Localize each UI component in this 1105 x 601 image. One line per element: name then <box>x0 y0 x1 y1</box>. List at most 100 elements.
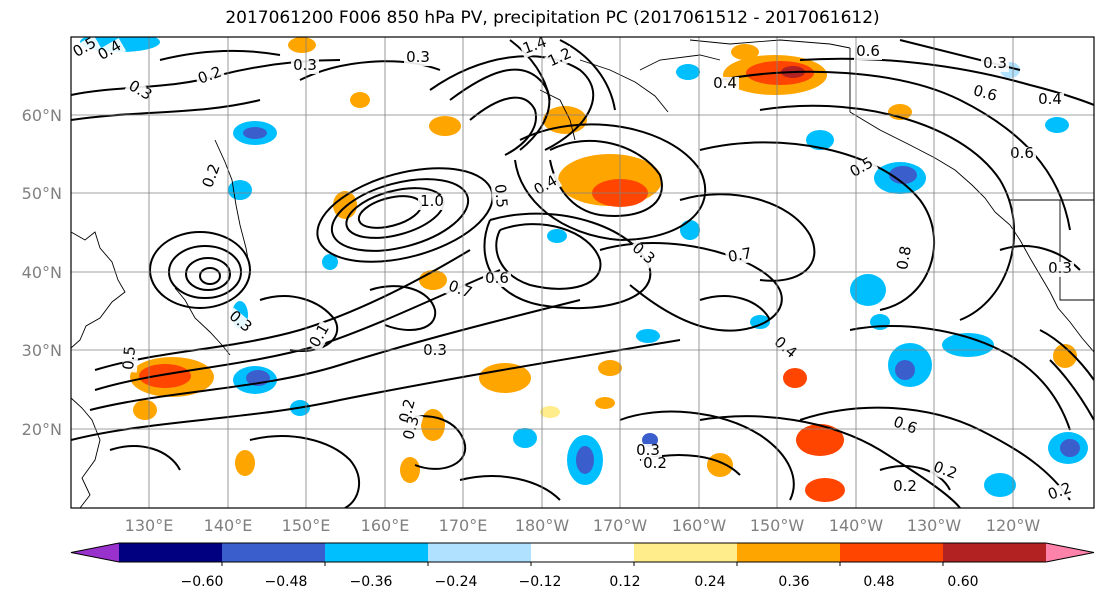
contour-label-background <box>846 154 879 182</box>
contour-label-background <box>1036 93 1064 108</box>
contour-label-background <box>711 77 739 92</box>
precip-blob <box>400 457 420 483</box>
lon-label: 140°W <box>829 516 884 535</box>
lat-label-20n: 20°N <box>22 420 62 439</box>
precip-blob <box>850 274 886 306</box>
colorbar-label: −0.36 <box>350 574 393 590</box>
lon-label: 120°W <box>986 516 1041 535</box>
precip-blob <box>543 106 587 134</box>
colorbar-segment <box>943 543 1047 562</box>
colorbar-label: 0.60 <box>947 574 978 590</box>
colorbar-segment <box>222 543 326 562</box>
precip-blob <box>731 44 759 60</box>
precip-blob <box>707 453 733 477</box>
colorbar-label: 0.24 <box>694 574 725 590</box>
map-plot-area: 0.50.40.20.30.31.41.2 0.60.30.4 0.60.50.21… <box>71 37 1094 508</box>
contour-label: 0.5 <box>119 345 139 370</box>
contour-label-background <box>71 37 102 62</box>
contour-label: 0.8 <box>893 245 915 272</box>
contour-label-background <box>641 457 669 472</box>
contour-label-background <box>121 343 140 373</box>
contour-label: 0.4 <box>713 74 737 92</box>
contour-label: 0.3 <box>1048 259 1072 277</box>
precip-blob <box>133 400 157 420</box>
contour-label-background <box>444 278 476 303</box>
contour-label-background <box>981 57 1009 72</box>
contour-label: 0.3 <box>983 54 1007 72</box>
colorbar-segment <box>71 543 119 562</box>
precip-blob <box>806 130 834 150</box>
contour-label: 0.6 <box>1010 144 1034 162</box>
precip-blob <box>598 360 622 376</box>
contour-label: 0.4 <box>1038 90 1062 108</box>
contour-label-background <box>401 412 424 444</box>
colorbar-segment <box>634 543 738 562</box>
lon-label: 170°E <box>439 516 488 535</box>
map-frame <box>70 36 1095 509</box>
colorbar-segment <box>840 543 944 562</box>
precip-blob <box>984 473 1016 497</box>
coastlines <box>71 39 1094 508</box>
lon-label: 140°E <box>204 516 253 535</box>
contour-label-background <box>291 59 319 74</box>
colorbar-label: 0.12 <box>609 574 640 590</box>
contour-label-background <box>854 45 882 60</box>
contour-label: 0.6 <box>856 42 880 60</box>
contour-label: 1.0 <box>420 192 444 210</box>
precip-blob <box>139 364 191 388</box>
contour-label-background <box>519 37 551 59</box>
lat-label-30n: 30°N <box>22 341 62 360</box>
lon-label: 130°E <box>125 516 174 535</box>
contour-label-background <box>306 320 334 353</box>
contour-label: 0.7 <box>727 244 754 266</box>
contour-label-background <box>627 239 659 270</box>
colorbar-segment <box>325 543 429 562</box>
precip-blob <box>783 368 807 388</box>
contour-label: 0.6 <box>485 269 509 287</box>
map-grid <box>71 37 1094 508</box>
colorbar-label: −0.24 <box>435 574 478 590</box>
precip-blob <box>288 37 316 53</box>
colorbar-labels: −0.60 −0.48 −0.36 −0.24 −0.12 0.12 0.24 … <box>181 574 979 590</box>
lon-label: 150°W <box>750 516 805 535</box>
lat-label-40n: 40°N <box>22 263 62 282</box>
colorbar-segment <box>119 543 223 562</box>
contour-label-background <box>194 64 226 89</box>
precip-blob <box>595 397 615 409</box>
contour-label-background <box>418 195 446 210</box>
contour-label-background <box>483 272 511 287</box>
precip-blob <box>1045 117 1069 133</box>
contour-label-background <box>200 160 225 192</box>
contour-label-background <box>404 51 432 66</box>
precip-blob <box>676 64 700 80</box>
colorbar-segment <box>428 543 532 562</box>
precip-blob <box>243 127 267 139</box>
colorbar <box>70 542 1095 566</box>
lon-label: 150°E <box>282 516 331 535</box>
lon-label: 160°W <box>672 516 727 535</box>
contour-label: 0.2 <box>893 477 917 495</box>
contour-label-background <box>895 242 916 274</box>
contour-label-background <box>1046 262 1074 277</box>
precip-blob <box>750 315 770 329</box>
contour-label-background <box>929 459 961 484</box>
lon-label: 160°E <box>361 516 410 535</box>
precip-blob <box>547 229 567 243</box>
lon-label: 180°W <box>515 516 570 535</box>
precip-blob <box>419 270 447 290</box>
contour-label-background <box>891 480 919 495</box>
contour-label-background <box>1008 147 1036 162</box>
precip-blob <box>576 446 594 474</box>
lon-label: 130°W <box>907 516 962 535</box>
colorbar-label: 0.48 <box>863 574 894 590</box>
precip-blob <box>895 360 915 380</box>
contour-label-background <box>634 444 662 459</box>
precip-blob <box>513 428 537 448</box>
precip-blob <box>228 180 252 200</box>
precip-blob <box>680 220 700 240</box>
longitude-labels: 130°E 140°E 150°E 160°E 170°E 180°W 170°… <box>125 516 1041 535</box>
precip-blob <box>322 254 338 270</box>
precip-blob <box>636 329 660 343</box>
precip-blob <box>429 116 461 136</box>
